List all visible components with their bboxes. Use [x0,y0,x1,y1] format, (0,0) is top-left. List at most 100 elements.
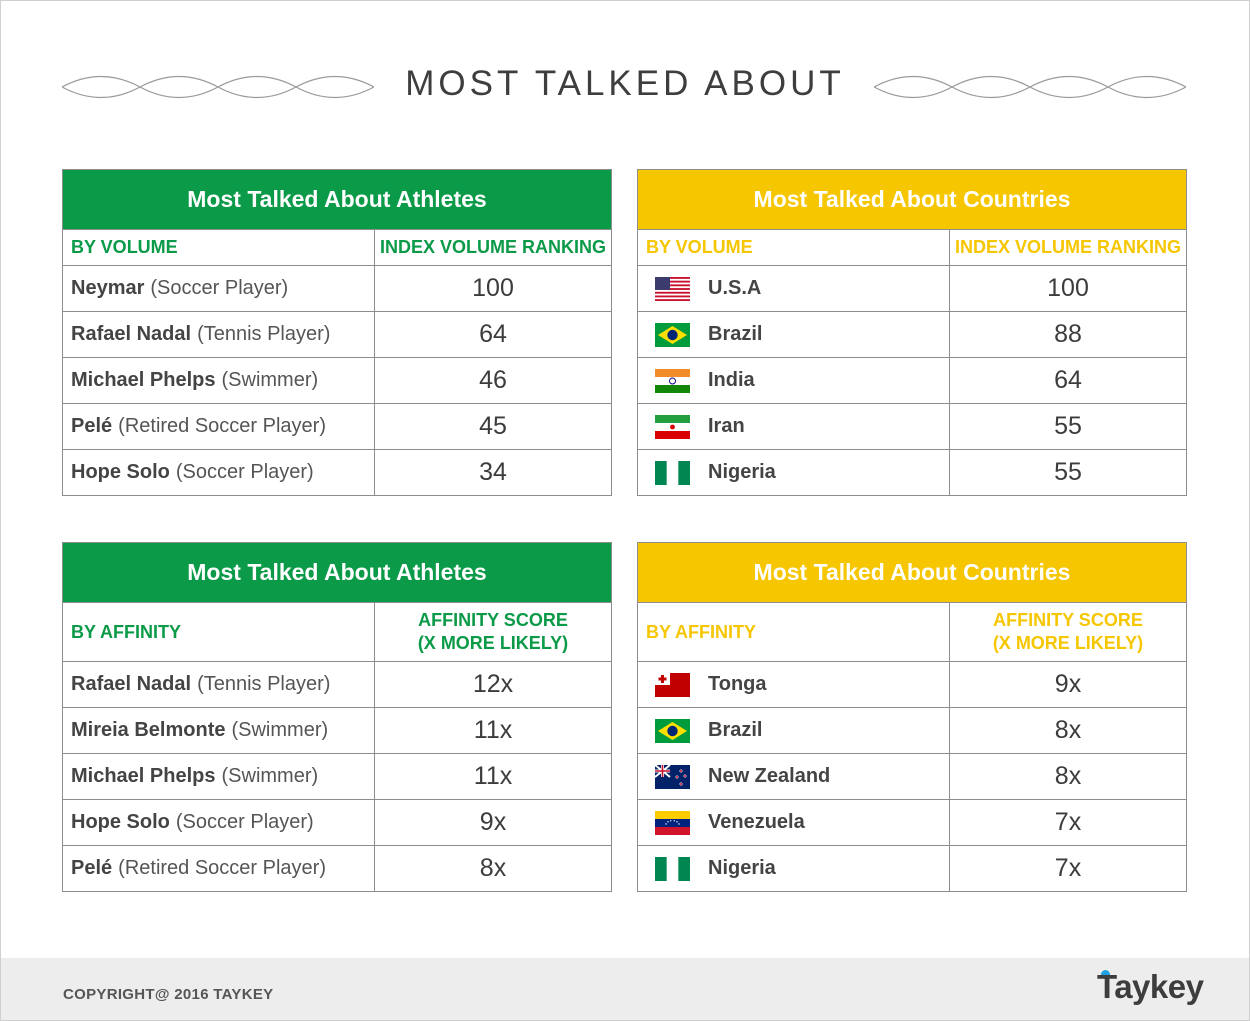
venezuela-flag-icon [655,811,690,835]
affinity-value: 11x [473,762,513,790]
taykey-logo[interactable]: Taykey [1097,968,1204,1005]
table-row: Michael Phelps (Swimmer) 11x [63,753,611,799]
table-row: Pelé (Retired Soccer Player) 8x [63,845,611,891]
ranking-value: 88 [1054,320,1082,348]
affinity-value: 11x [473,716,513,744]
copyright-text: COPYRIGHT@ 2016 TAYKEY [63,986,274,1003]
athlete-name: Pelé [71,857,113,879]
country-name: Brazil [708,323,763,345]
ranking-value: 100 [472,274,514,302]
athlete-cell: Neymar (Soccer Player) [63,266,375,311]
country-cell: Brazil [638,708,950,753]
athlete-role: (Swimmer) [231,719,329,741]
athlete-name: Michael Phelps [71,369,216,391]
country-name: Nigeria [708,461,776,483]
athlete-cell: Pelé (Retired Soccer Player) [63,404,375,449]
country-cell: Nigeria [638,846,950,891]
brazil-flag-icon [655,719,690,743]
country-name: Iran [708,415,745,437]
athlete-name: Hope Solo [71,461,170,483]
athlete-name: Michael Phelps [71,765,216,787]
affinity-value: 8x [1054,716,1082,744]
affinity-value: 9x [1054,670,1082,698]
ranking-value: 34 [479,458,507,486]
country-cell: New Zealand [638,754,950,799]
countries-affinity-table: Most Talked About Countries BY AFFINITY … [637,542,1187,892]
table-row: Nigeria 55 [638,449,1186,495]
table-row: Brazil 8x [638,707,1186,753]
logo-dot-icon [1101,970,1110,979]
table-row: Neymar (Soccer Player) 100 [63,265,611,311]
country-name: Brazil [708,719,763,741]
affinity-value: 8x [1054,762,1082,790]
new-zealand-flag-icon [655,765,690,789]
column-header-by-affinity: BY AFFINITY [63,603,375,661]
athlete-cell: Hope Solo (Soccer Player) [63,800,375,845]
nigeria-flag-icon [655,857,690,881]
table-row: Rafael Nadal (Tennis Player) 12x [63,661,611,707]
athlete-role: (Retired Soccer Player) [118,415,326,437]
column-header-by-volume: BY VOLUME [638,230,950,265]
more-likely-label: (X MORE LIKELY) [992,633,1144,653]
affinity-score-label: AFFINITY SCORE [418,610,568,630]
country-name: Venezuela [708,811,805,833]
affinity-value: 7x [1054,808,1082,836]
affinity-value: 7x [1054,854,1082,882]
ranking-value: 55 [1054,412,1082,440]
table-row: Michael Phelps (Swimmer) 46 [63,357,611,403]
affinity-value: 12x [472,670,514,698]
athlete-cell: Rafael Nadal (Tennis Player) [63,662,375,707]
affinity-value: 8x [479,854,507,882]
athlete-cell: Pelé (Retired Soccer Player) [63,846,375,891]
athlete-cell: Mireia Belmonte (Swimmer) [63,708,375,753]
column-header-by-volume: BY VOLUME [63,230,375,265]
athlete-role: (Swimmer) [221,765,319,787]
table-header-row: BY VOLUME INDEX VOLUME RANKING [638,229,1186,265]
country-cell: Brazil [638,312,950,357]
athlete-name: Hope Solo [71,811,170,833]
country-cell: Iran [638,404,950,449]
athlete-cell: Michael Phelps (Swimmer) [63,754,375,799]
country-cell: India [638,358,950,403]
countries-volume-table: Most Talked About Countries BY VOLUME IN… [637,169,1187,496]
column-header-affinity-score: AFFINITY SCORE (X MORE LIKELY) [375,603,611,661]
more-likely-label: (X MORE LIKELY) [417,633,569,653]
table-row: Brazil 88 [638,311,1186,357]
country-name: India [708,369,755,391]
ranking-value: 64 [1054,366,1082,394]
athlete-role: (Soccer Player) [175,461,314,483]
table-row: Mireia Belmonte (Swimmer) 11x [63,707,611,753]
table-header-row: BY AFFINITY AFFINITY SCORE (X MORE LIKELY… [638,602,1186,661]
athletes-volume-table: Most Talked About Athletes BY VOLUME IND… [62,169,612,496]
affinity-score-label: AFFINITY SCORE [993,610,1143,630]
ranking-value: 46 [479,366,507,394]
ranking-value: 55 [1054,458,1082,486]
india-flag-icon [655,369,690,393]
table-row: Hope Solo (Soccer Player) 9x [63,799,611,845]
ranking-value: 100 [1047,274,1089,302]
table-title: Most Talked About Countries [638,543,1186,602]
athlete-cell: Hope Solo (Soccer Player) [63,450,375,495]
country-cell: U.S.A [638,266,950,311]
ranking-value: 64 [479,320,507,348]
iran-flag-icon [655,415,690,439]
column-header-index-volume: INDEX VOLUME RANKING [379,237,606,257]
column-header-by-affinity: BY AFFINITY [638,603,950,661]
table-title: Most Talked About Athletes [63,543,611,602]
page-title: MOST TALKED ABOUT [405,64,845,103]
athlete-role: (Soccer Player) [150,277,289,299]
athlete-cell: Rafael Nadal (Tennis Player) [63,312,375,357]
right-ornament-icon [874,75,1186,99]
nigeria-flag-icon [655,461,690,485]
country-cell: Venezuela [638,800,950,845]
athlete-role: (Swimmer) [221,369,319,391]
country-name: New Zealand [708,765,831,787]
tonga-flag-icon [655,673,690,697]
table-row: Iran 55 [638,403,1186,449]
column-header-affinity-score: AFFINITY SCORE (X MORE LIKELY) [950,603,1186,661]
athlete-role: (Retired Soccer Player) [118,857,326,879]
athlete-name: Mireia Belmonte [71,719,226,741]
athlete-name: Neymar [71,277,145,299]
affinity-value: 9x [479,808,507,836]
country-name: U.S.A [708,277,762,299]
